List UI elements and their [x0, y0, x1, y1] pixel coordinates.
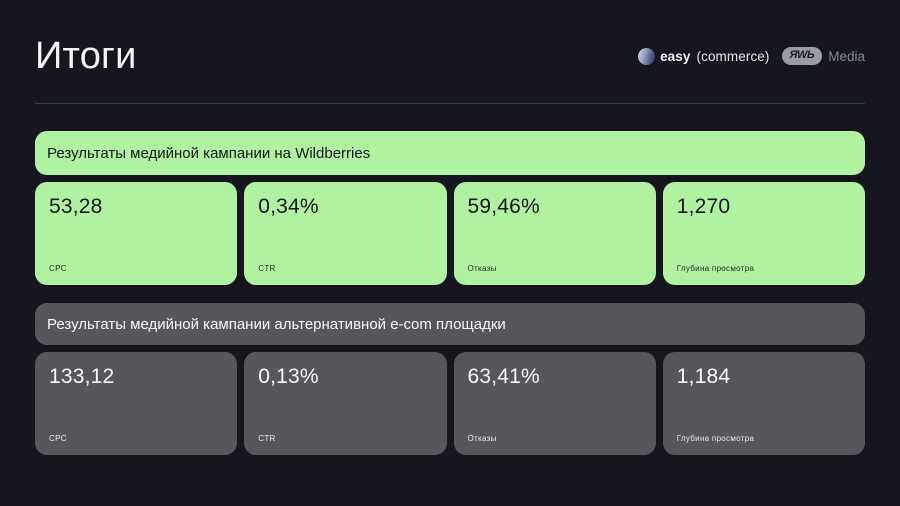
- easycommerce-logo: easy (commerce): [638, 47, 770, 65]
- easycommerce-sphere-icon: [638, 47, 656, 65]
- metric-card-depth-wb: 1,270 Глубина просмотра: [662, 182, 865, 285]
- metric-label: Глубина просмотра: [676, 434, 755, 443]
- slide-header: Итоги easy (commerce) ЯWЬ Media: [35, 0, 865, 82]
- rwb-mark-icon: ЯWЬ: [781, 47, 823, 65]
- metric-card-bounce-wb: 59,46% Отказы: [453, 182, 656, 285]
- metric-label: Отказы: [467, 264, 497, 273]
- metric-card-cpc-alt: 133,12 CPC: [35, 352, 238, 455]
- metric-value: 59,46%: [467, 195, 540, 218]
- metric-label: CTR: [258, 434, 276, 443]
- page-title: Итоги: [35, 34, 137, 77]
- easycommerce-logo-light: (commerce): [696, 48, 770, 64]
- metric-label: Отказы: [467, 434, 497, 443]
- rwb-media-label: Media: [828, 48, 865, 64]
- metric-card-bounce-alt: 63,41% Отказы: [453, 352, 656, 455]
- metric-value: 0,13%: [258, 365, 319, 388]
- metric-label: CTR: [258, 264, 276, 273]
- easycommerce-logo-bold: easy: [660, 48, 691, 64]
- metric-label: Глубина просмотра: [676, 264, 755, 273]
- metric-value: 1,270: [676, 195, 731, 218]
- metric-label: CPC: [49, 434, 67, 443]
- metric-value: 133,12: [49, 365, 115, 388]
- metric-card-depth-alt: 1,184 Глубина просмотра: [662, 352, 865, 455]
- rwb-media-logo: ЯWЬ Media: [781, 47, 865, 65]
- cards-row-alt-ecom: 133,12 CPC 0,13% CTR 63,41% Отказы 1,184…: [35, 352, 865, 455]
- section-header-wildberries: Результаты медийной кампании на Wildberr…: [35, 131, 865, 175]
- metric-value: 53,28: [49, 195, 103, 218]
- metric-card-cpc-wb: 53,28 CPC: [35, 182, 238, 285]
- cards-row-wildberries: 53,28 CPC 0,34% CTR 59,46% Отказы 1,270 …: [35, 182, 865, 285]
- metric-card-ctr-wb: 0,34% CTR: [244, 182, 447, 285]
- metric-value: 1,184: [676, 365, 731, 388]
- metric-value: 0,34%: [258, 195, 319, 218]
- logo-group: easy (commerce) ЯWЬ Media: [638, 47, 865, 65]
- header-divider: [35, 103, 865, 104]
- section-header-alt-ecom: Результаты медийной кампании альтернатив…: [35, 303, 865, 345]
- metric-card-ctr-alt: 0,13% CTR: [244, 352, 447, 455]
- metric-value: 63,41%: [467, 365, 540, 388]
- metric-label: CPC: [49, 264, 67, 273]
